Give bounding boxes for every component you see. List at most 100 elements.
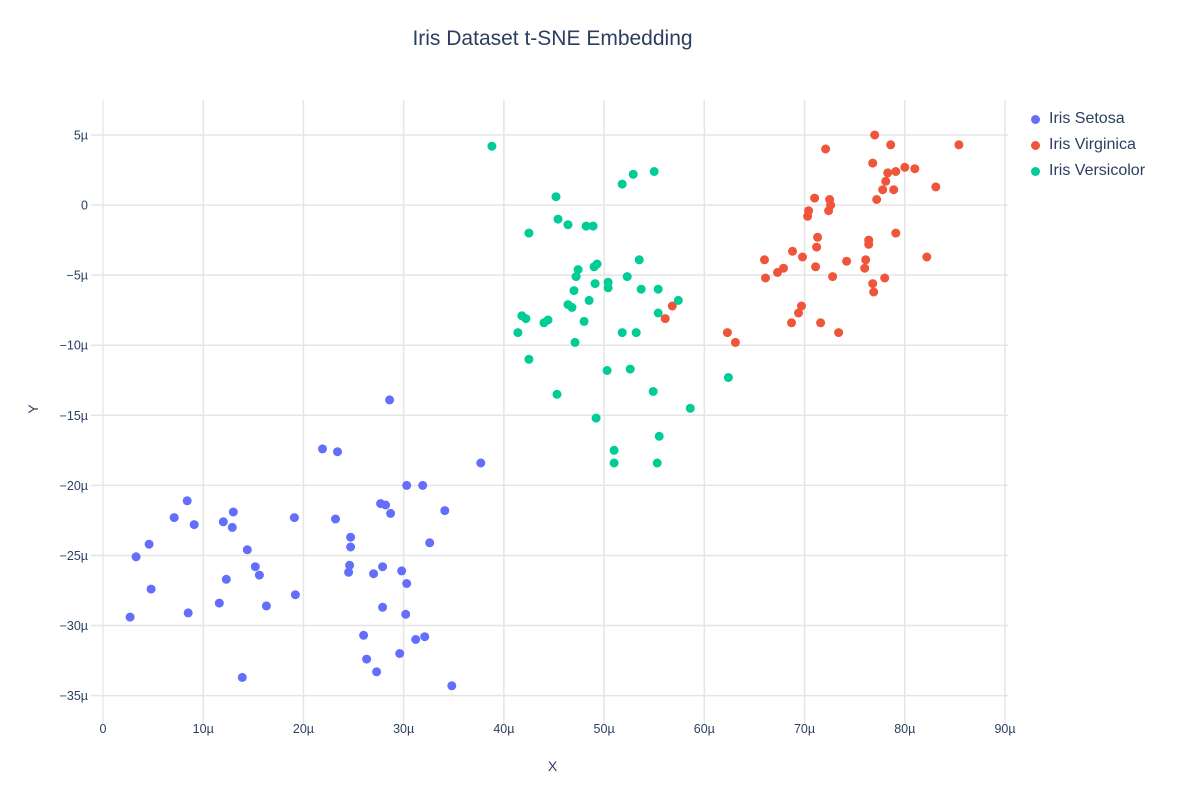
data-point-iris-setosa[interactable] [378,602,388,612]
data-point-iris-setosa[interactable] [345,560,355,570]
data-point-iris-virginica[interactable] [861,255,871,265]
data-point-iris-versicolor[interactable] [570,337,580,347]
data-point-iris-versicolor[interactable] [653,284,663,294]
data-point-iris-setosa[interactable] [290,590,300,600]
data-point-iris-versicolor[interactable] [673,295,683,305]
data-point-iris-versicolor[interactable] [571,272,581,282]
data-point-iris-virginica[interactable] [869,287,879,297]
data-point-iris-virginica[interactable] [828,272,838,282]
data-point-iris-virginica[interactable] [891,167,901,176]
data-point-iris-versicolor[interactable] [487,141,497,151]
data-point-iris-virginica[interactable] [954,140,964,150]
data-point-iris-virginica[interactable] [722,328,732,338]
data-point-iris-setosa[interactable] [402,579,412,588]
data-point-iris-virginica[interactable] [870,130,880,140]
data-point-iris-setosa[interactable] [401,609,411,619]
data-point-iris-virginica[interactable] [881,176,891,186]
data-point-iris-virginica[interactable] [883,168,893,178]
data-point-iris-setosa[interactable] [214,598,224,608]
data-point-iris-setosa[interactable] [402,480,412,490]
data-point-iris-virginica[interactable] [760,255,769,265]
data-point-iris-virginica[interactable] [803,211,813,221]
data-point-iris-versicolor[interactable] [539,318,549,328]
data-point-iris-versicolor[interactable] [551,192,561,202]
data-point-iris-setosa[interactable] [261,601,271,611]
data-point-iris-virginica[interactable] [761,273,770,283]
data-point-iris-versicolor[interactable] [723,373,733,382]
data-point-iris-versicolor[interactable] [625,364,635,374]
data-point-iris-virginica[interactable] [811,262,821,272]
data-point-iris-setosa[interactable] [318,444,327,454]
data-point-iris-setosa[interactable] [242,545,252,555]
data-point-iris-versicolor[interactable] [553,214,563,224]
data-point-iris-virginica[interactable] [880,273,890,283]
data-point-iris-setosa[interactable] [385,395,395,405]
data-point-iris-setosa[interactable] [369,569,379,579]
data-point-iris-versicolor[interactable] [617,328,627,338]
data-point-iris-virginica[interactable] [813,232,823,242]
data-point-iris-versicolor[interactable] [603,283,613,293]
data-point-iris-setosa[interactable] [227,522,237,532]
data-point-iris-virginica[interactable] [891,228,901,238]
data-point-iris-virginica[interactable] [812,242,822,252]
data-point-iris-virginica[interactable] [816,318,826,328]
data-point-iris-virginica[interactable] [842,256,852,266]
data-point-iris-versicolor[interactable] [631,328,641,338]
data-point-iris-setosa[interactable] [221,574,231,584]
data-point-iris-setosa[interactable] [372,667,382,677]
data-point-iris-virginica[interactable] [931,182,941,192]
data-point-iris-setosa[interactable] [169,513,179,523]
data-point-iris-virginica[interactable] [797,301,806,311]
data-point-iris-versicolor[interactable] [524,228,534,238]
data-point-iris-versicolor[interactable] [636,284,646,294]
data-point-iris-setosa[interactable] [218,517,228,527]
legend-item-virginica[interactable]: Iris Virginica [1031,132,1145,158]
data-point-iris-versicolor[interactable] [569,286,579,296]
data-point-iris-virginica[interactable] [787,318,796,328]
data-point-iris-setosa[interactable] [397,566,407,576]
data-point-iris-virginica[interactable] [886,140,896,150]
data-point-iris-setosa[interactable] [346,542,356,552]
data-point-iris-versicolor[interactable] [513,328,523,338]
data-point-iris-versicolor[interactable] [685,403,695,413]
data-point-iris-versicolor[interactable] [579,316,589,326]
data-point-iris-virginica[interactable] [889,185,899,195]
data-point-iris-setosa[interactable] [183,608,193,618]
data-point-iris-virginica[interactable] [922,252,932,262]
data-point-iris-versicolor[interactable] [581,221,591,231]
data-point-iris-versicolor[interactable] [649,167,659,176]
data-point-iris-versicolor[interactable] [609,458,619,468]
data-point-iris-virginica[interactable] [868,158,878,168]
data-point-iris-setosa[interactable] [440,506,450,516]
data-point-iris-setosa[interactable] [228,507,238,517]
data-point-iris-versicolor[interactable] [622,272,632,282]
data-point-iris-setosa[interactable] [420,632,430,642]
legend-item-versicolor[interactable]: Iris Versicolor [1031,158,1145,184]
data-point-iris-setosa[interactable] [381,500,391,510]
data-point-iris-virginica[interactable] [878,185,888,195]
data-point-iris-setosa[interactable] [254,570,264,580]
data-point-iris-virginica[interactable] [730,337,740,347]
data-point-iris-virginica[interactable] [868,279,878,289]
data-point-iris-virginica[interactable] [798,252,807,262]
data-point-iris-versicolor[interactable] [573,265,583,275]
data-point-iris-virginica[interactable] [810,193,820,203]
data-point-iris-setosa[interactable] [395,649,405,658]
data-point-iris-setosa[interactable] [411,635,421,644]
data-point-iris-versicolor[interactable] [628,169,638,179]
data-point-iris-versicolor[interactable] [589,262,599,272]
data-point-iris-virginica[interactable] [821,144,831,154]
data-point-iris-versicolor[interactable] [591,413,601,423]
data-point-iris-versicolor[interactable] [654,431,664,441]
data-point-iris-virginica[interactable] [667,301,677,311]
data-point-iris-virginica[interactable] [864,239,874,249]
data-point-iris-versicolor[interactable] [653,308,663,318]
data-point-iris-versicolor[interactable] [552,389,562,399]
data-point-iris-setosa[interactable] [144,539,154,549]
data-point-iris-versicolor[interactable] [563,220,573,230]
data-point-iris-setosa[interactable] [189,520,199,530]
data-point-iris-virginica[interactable] [773,267,782,277]
data-point-iris-setosa[interactable] [125,612,135,622]
data-point-iris-versicolor[interactable] [590,279,600,289]
